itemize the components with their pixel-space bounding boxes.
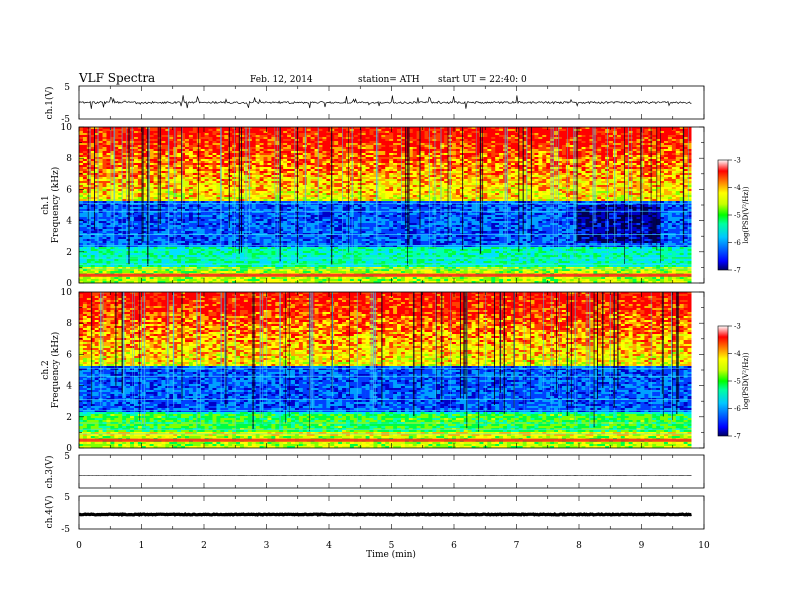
x-tick-label: 7	[514, 541, 520, 551]
ch1-colorbar-label: log(PSD(V²/Hz))	[742, 186, 750, 243]
ch4-ytick-minus5: -5	[61, 525, 70, 535]
ch2-freq-tick-label: 10	[61, 288, 73, 298]
ch2-freq-tick-label: 8	[66, 319, 72, 329]
x-tick-label: 0	[76, 541, 82, 551]
ch2-freq-tick-label: 2	[66, 413, 72, 423]
x-tick-label: 1	[139, 541, 145, 551]
ch1-ytick-5: 5	[64, 83, 70, 93]
ch1-colorbar	[717, 159, 729, 271]
ch1-colorbar-tick: -5	[734, 212, 741, 220]
station-label: station= ATH	[358, 75, 420, 85]
ch1-colorbar-tick: -6	[734, 239, 741, 247]
ch1-freq-tick-label: 4	[66, 217, 72, 227]
ch2-colorbar	[717, 325, 729, 437]
ch4-waveform-line	[78, 512, 692, 517]
ch1-colorbar-tick: -4	[734, 184, 741, 192]
start-time-label: start UT = 22:40: 0	[438, 75, 527, 85]
ch3-ytick-5: 5	[64, 452, 70, 462]
x-tick-label: 9	[639, 541, 645, 551]
ch2-colorbar-label: log(PSD(V²/Hz))	[742, 352, 750, 409]
x-tick-label: 8	[576, 541, 582, 551]
ch2-freq-tick-label: 0	[66, 444, 72, 454]
ch2-colorbar-tick: -6	[734, 405, 741, 413]
ch1-freq-tick-label: 8	[66, 154, 72, 164]
x-tick-labels: 0 1 2 3 4 5 6 7 8 9 10	[76, 541, 710, 551]
ch1-freq-tick-label: 6	[66, 185, 72, 195]
x-tick-label: 6	[451, 541, 457, 551]
ch2-spectrogram-panel	[79, 292, 704, 449]
chart-title: VLF Spectra	[78, 71, 155, 85]
x-tick-label: 2	[201, 541, 207, 551]
ch4-waveform-ylabel: ch.4(V)	[44, 496, 55, 529]
ch2-spectrogram-ylabel: Frequency (kHz)	[50, 332, 61, 409]
ch1-spectrogram-channel-label: ch.1	[41, 195, 51, 214]
ch1-waveform-trace	[78, 95, 692, 109]
x-tick-label: 10	[698, 541, 710, 551]
ch2-freq-tick-label: 6	[66, 350, 72, 360]
tick-marks	[78, 86, 705, 529]
ch1-spectrogram-panel	[79, 127, 704, 284]
ch1-freq-tick-label: 10	[61, 123, 73, 133]
ch2-colorbar-tick: -3	[734, 323, 741, 331]
ch1-colorbar-tick: -7	[734, 267, 741, 275]
ch2-spectrogram-channel-label: ch.2	[41, 360, 51, 379]
x-tick-label: 5	[389, 541, 395, 551]
x-tick-label: 3	[264, 541, 270, 551]
ch4-waveform-trace	[78, 512, 692, 517]
ch4-ytick-5: 5	[64, 493, 70, 503]
colorbar-ticks: -3 -4 -5 -6 -7 -3 -4 -5 -6 -7	[728, 157, 741, 441]
ch1-freq-tick-label: 2	[66, 248, 72, 258]
x-tick-label: 4	[326, 541, 332, 551]
ch1-colorbar-tick: -3	[734, 157, 741, 165]
ch3-waveform-ylabel: ch.3(V)	[44, 456, 55, 489]
ch2-colorbar-tick: -7	[734, 433, 741, 441]
ch2-freq-tick-label: 4	[66, 382, 72, 392]
x-axis-label: Time (min)	[366, 549, 416, 560]
ch2-colorbar-tick: -4	[734, 350, 741, 358]
date-label: Feb. 12, 2014	[250, 75, 313, 85]
ch1-ytick-minus5: -5	[61, 115, 70, 125]
ch1-freq-tick-label: 0	[66, 279, 72, 289]
ch1-spectrogram-ylabel: Frequency (kHz)	[50, 167, 61, 244]
ch1-waveform-ylabel: ch.1(V)	[44, 87, 55, 120]
ch2-colorbar-tick: -5	[734, 378, 741, 386]
ch1-waveform-line	[78, 95, 692, 109]
